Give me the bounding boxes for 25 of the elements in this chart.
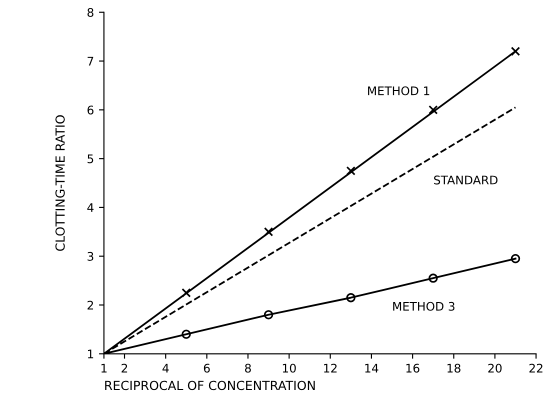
y-tick-label: 1 — [88, 350, 94, 358]
series-label: METHOD 1 — [368, 86, 430, 96]
series-label: STANDARD — [434, 176, 498, 184]
x-tick-label: 8 — [245, 364, 251, 373]
x-tick-label: 12 — [324, 364, 337, 372]
y-tick-label: 2 — [88, 300, 94, 310]
x-tick-label: 6 — [204, 364, 210, 373]
x-tick-label: 2 — [122, 364, 128, 372]
x-axis-title: RECIPROCAL OF CONCENTRATION — [105, 380, 315, 390]
x-tick-label: 1 — [101, 364, 107, 372]
x-tick-label: 22 — [529, 364, 542, 372]
y-tick-label: 6 — [88, 106, 94, 114]
x-tick-label: 14 — [365, 364, 378, 372]
y-tick-label: 4 — [87, 203, 94, 212]
x-tick-label: 10 — [282, 364, 296, 373]
y-tick-label: 3 — [88, 252, 94, 261]
x-tick-label: 4 — [162, 364, 169, 372]
x-tick-label: 20 — [488, 364, 502, 373]
y-tick-label: 5 — [88, 154, 94, 164]
y-tick-label: 8 — [87, 8, 94, 17]
y-tick-label: 7 — [88, 56, 94, 66]
series-label: METHOD 3 — [393, 302, 454, 311]
x-tick-label: 18 — [448, 364, 460, 373]
x-tick-label: 16 — [406, 364, 420, 373]
y-axis-title: CLOTTING-TIME RATIO — [55, 115, 65, 251]
